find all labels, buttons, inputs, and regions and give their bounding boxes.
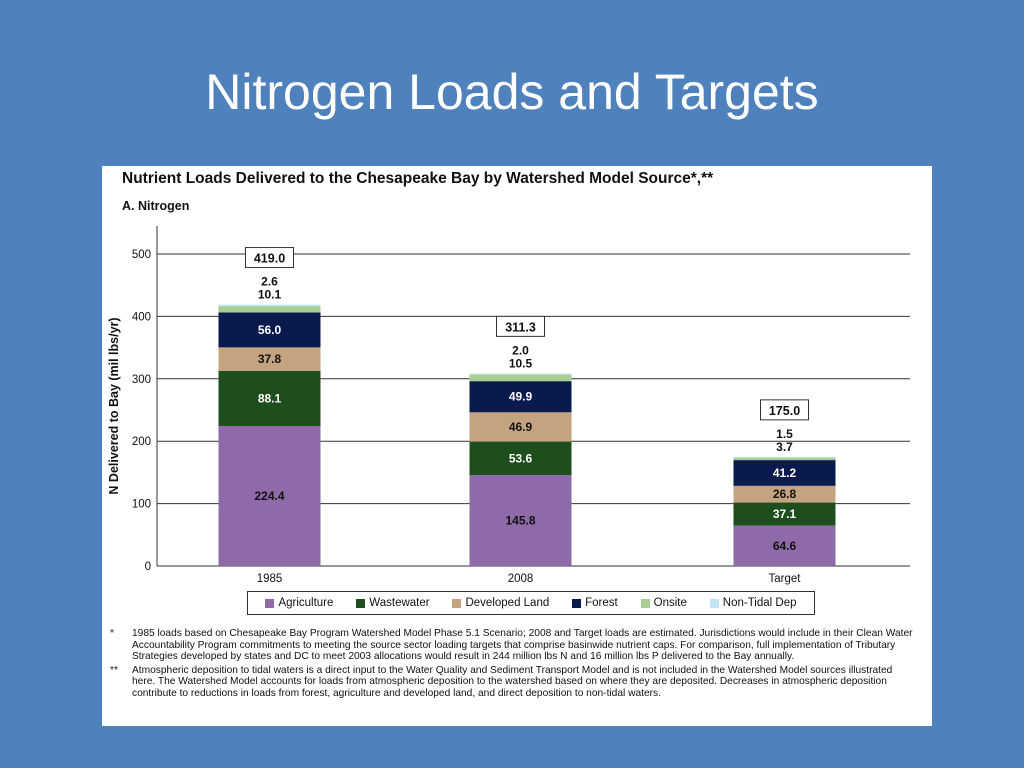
total-label: 175.0 bbox=[769, 404, 800, 418]
legend-item: Forest bbox=[572, 597, 618, 609]
legend-label: Forest bbox=[585, 597, 618, 609]
legend-item: Onsite bbox=[640, 597, 687, 609]
legend-label: Onsite bbox=[653, 597, 687, 609]
legend-item: Wastewater bbox=[356, 597, 430, 609]
x-tick-label: Target bbox=[769, 573, 802, 585]
data-label: 2.0 bbox=[512, 343, 529, 357]
data-label: 145.8 bbox=[505, 514, 535, 528]
legend-item: Developed Land bbox=[452, 597, 549, 609]
data-label: 10.1 bbox=[258, 288, 282, 302]
chart-legend: Agriculture Wastewater Developed Land Fores… bbox=[247, 591, 815, 615]
total-label: 311.3 bbox=[505, 320, 536, 334]
bar-segment bbox=[733, 457, 836, 461]
y-tick-label: 400 bbox=[132, 311, 151, 323]
footnotes: * 1985 loads based on Chesapeake Bay Prog… bbox=[110, 628, 916, 702]
data-label: 26.8 bbox=[773, 487, 797, 501]
bar-segment bbox=[218, 371, 321, 426]
data-label: 37.8 bbox=[258, 352, 282, 366]
chart-figure: Nutrient Loads Delivered to the Chesapea… bbox=[102, 166, 932, 726]
total-box bbox=[760, 399, 809, 421]
y-tick-label: 300 bbox=[132, 374, 151, 386]
x-tick-label: 1985 bbox=[257, 573, 283, 585]
data-label: 224.4 bbox=[254, 489, 284, 503]
x-tick-label: 2008 bbox=[508, 573, 534, 585]
data-label: 46.9 bbox=[509, 420, 533, 434]
y-tick-label: 100 bbox=[132, 499, 151, 511]
data-label: 41.2 bbox=[773, 466, 797, 480]
bar-segment bbox=[218, 425, 321, 566]
bar-segment bbox=[218, 304, 321, 307]
footnote: ** Atmospheric deposition to tidal waters… bbox=[110, 665, 916, 700]
total-box bbox=[245, 247, 294, 269]
data-label: 53.6 bbox=[509, 451, 533, 465]
legend-swatch bbox=[709, 598, 719, 608]
data-label: 2.6 bbox=[261, 275, 278, 289]
data-label: 37.1 bbox=[773, 507, 797, 521]
bar-segment bbox=[733, 456, 836, 458]
y-tick-label: 500 bbox=[132, 249, 151, 261]
bar-segment bbox=[733, 525, 836, 566]
legend-swatch bbox=[640, 598, 650, 608]
y-tick-label: 200 bbox=[132, 436, 151, 448]
data-label: 1.5 bbox=[776, 427, 793, 441]
legend-label: Developed Land bbox=[465, 597, 550, 609]
data-label: 10.5 bbox=[509, 356, 533, 370]
chart-subtitle: A. Nitrogen bbox=[122, 199, 190, 213]
y-tick-label: 0 bbox=[145, 561, 151, 573]
bar-segment bbox=[469, 475, 572, 566]
data-label: 64.6 bbox=[773, 539, 797, 553]
legend-swatch bbox=[265, 598, 275, 608]
stacked-bar-chart: 0 100 200 300 400 500 N Delivered to Bay (mil … bbox=[107, 226, 910, 585]
bar-segment bbox=[469, 381, 572, 413]
bar-segment bbox=[733, 502, 836, 526]
footnote-text: Atmospheric deposition to tidal waters i… bbox=[132, 664, 893, 699]
footnote-mark: ** bbox=[110, 664, 118, 676]
legend-item: Agriculture bbox=[265, 597, 333, 609]
bar-segment bbox=[218, 312, 321, 348]
bar-segment bbox=[218, 306, 321, 313]
footnote-text: 1985 loads based on Chesapeake Bay Progr… bbox=[132, 628, 913, 663]
legend-item: Non-Tidal Dep bbox=[709, 597, 797, 609]
slide-title: Nitrogen Loads and Targets bbox=[205, 64, 819, 120]
data-label: 49.9 bbox=[509, 390, 533, 404]
footnote-mark: * bbox=[110, 628, 114, 639]
bar-segment bbox=[469, 412, 572, 442]
total-label: 419.0 bbox=[254, 252, 285, 266]
footnote: * 1985 loads based on Chesapeake Bay Prog… bbox=[110, 628, 916, 663]
legend-swatch bbox=[572, 598, 582, 608]
legend-swatch bbox=[356, 598, 366, 608]
data-label: 3.7 bbox=[776, 440, 793, 454]
bar-segment bbox=[469, 374, 572, 382]
legend-label: Agriculture bbox=[278, 597, 334, 609]
bar-segment bbox=[469, 441, 572, 476]
data-label: 56.0 bbox=[258, 323, 282, 337]
legend-label: Non-Tidal Dep bbox=[722, 597, 797, 609]
data-label: 88.1 bbox=[258, 391, 282, 405]
y-axis-label: N Delivered to Bay (mil lbs/yr) bbox=[107, 317, 121, 494]
bar-segment bbox=[469, 373, 572, 375]
bar-segment bbox=[733, 460, 836, 486]
chart-title: Nutrient Loads Delivered to the Chesapea… bbox=[122, 170, 714, 187]
legend-swatch bbox=[452, 598, 462, 608]
bar-segment bbox=[733, 485, 836, 503]
total-box bbox=[496, 315, 545, 337]
legend-label: Wastewater bbox=[369, 597, 430, 609]
bar-segment bbox=[218, 347, 321, 371]
